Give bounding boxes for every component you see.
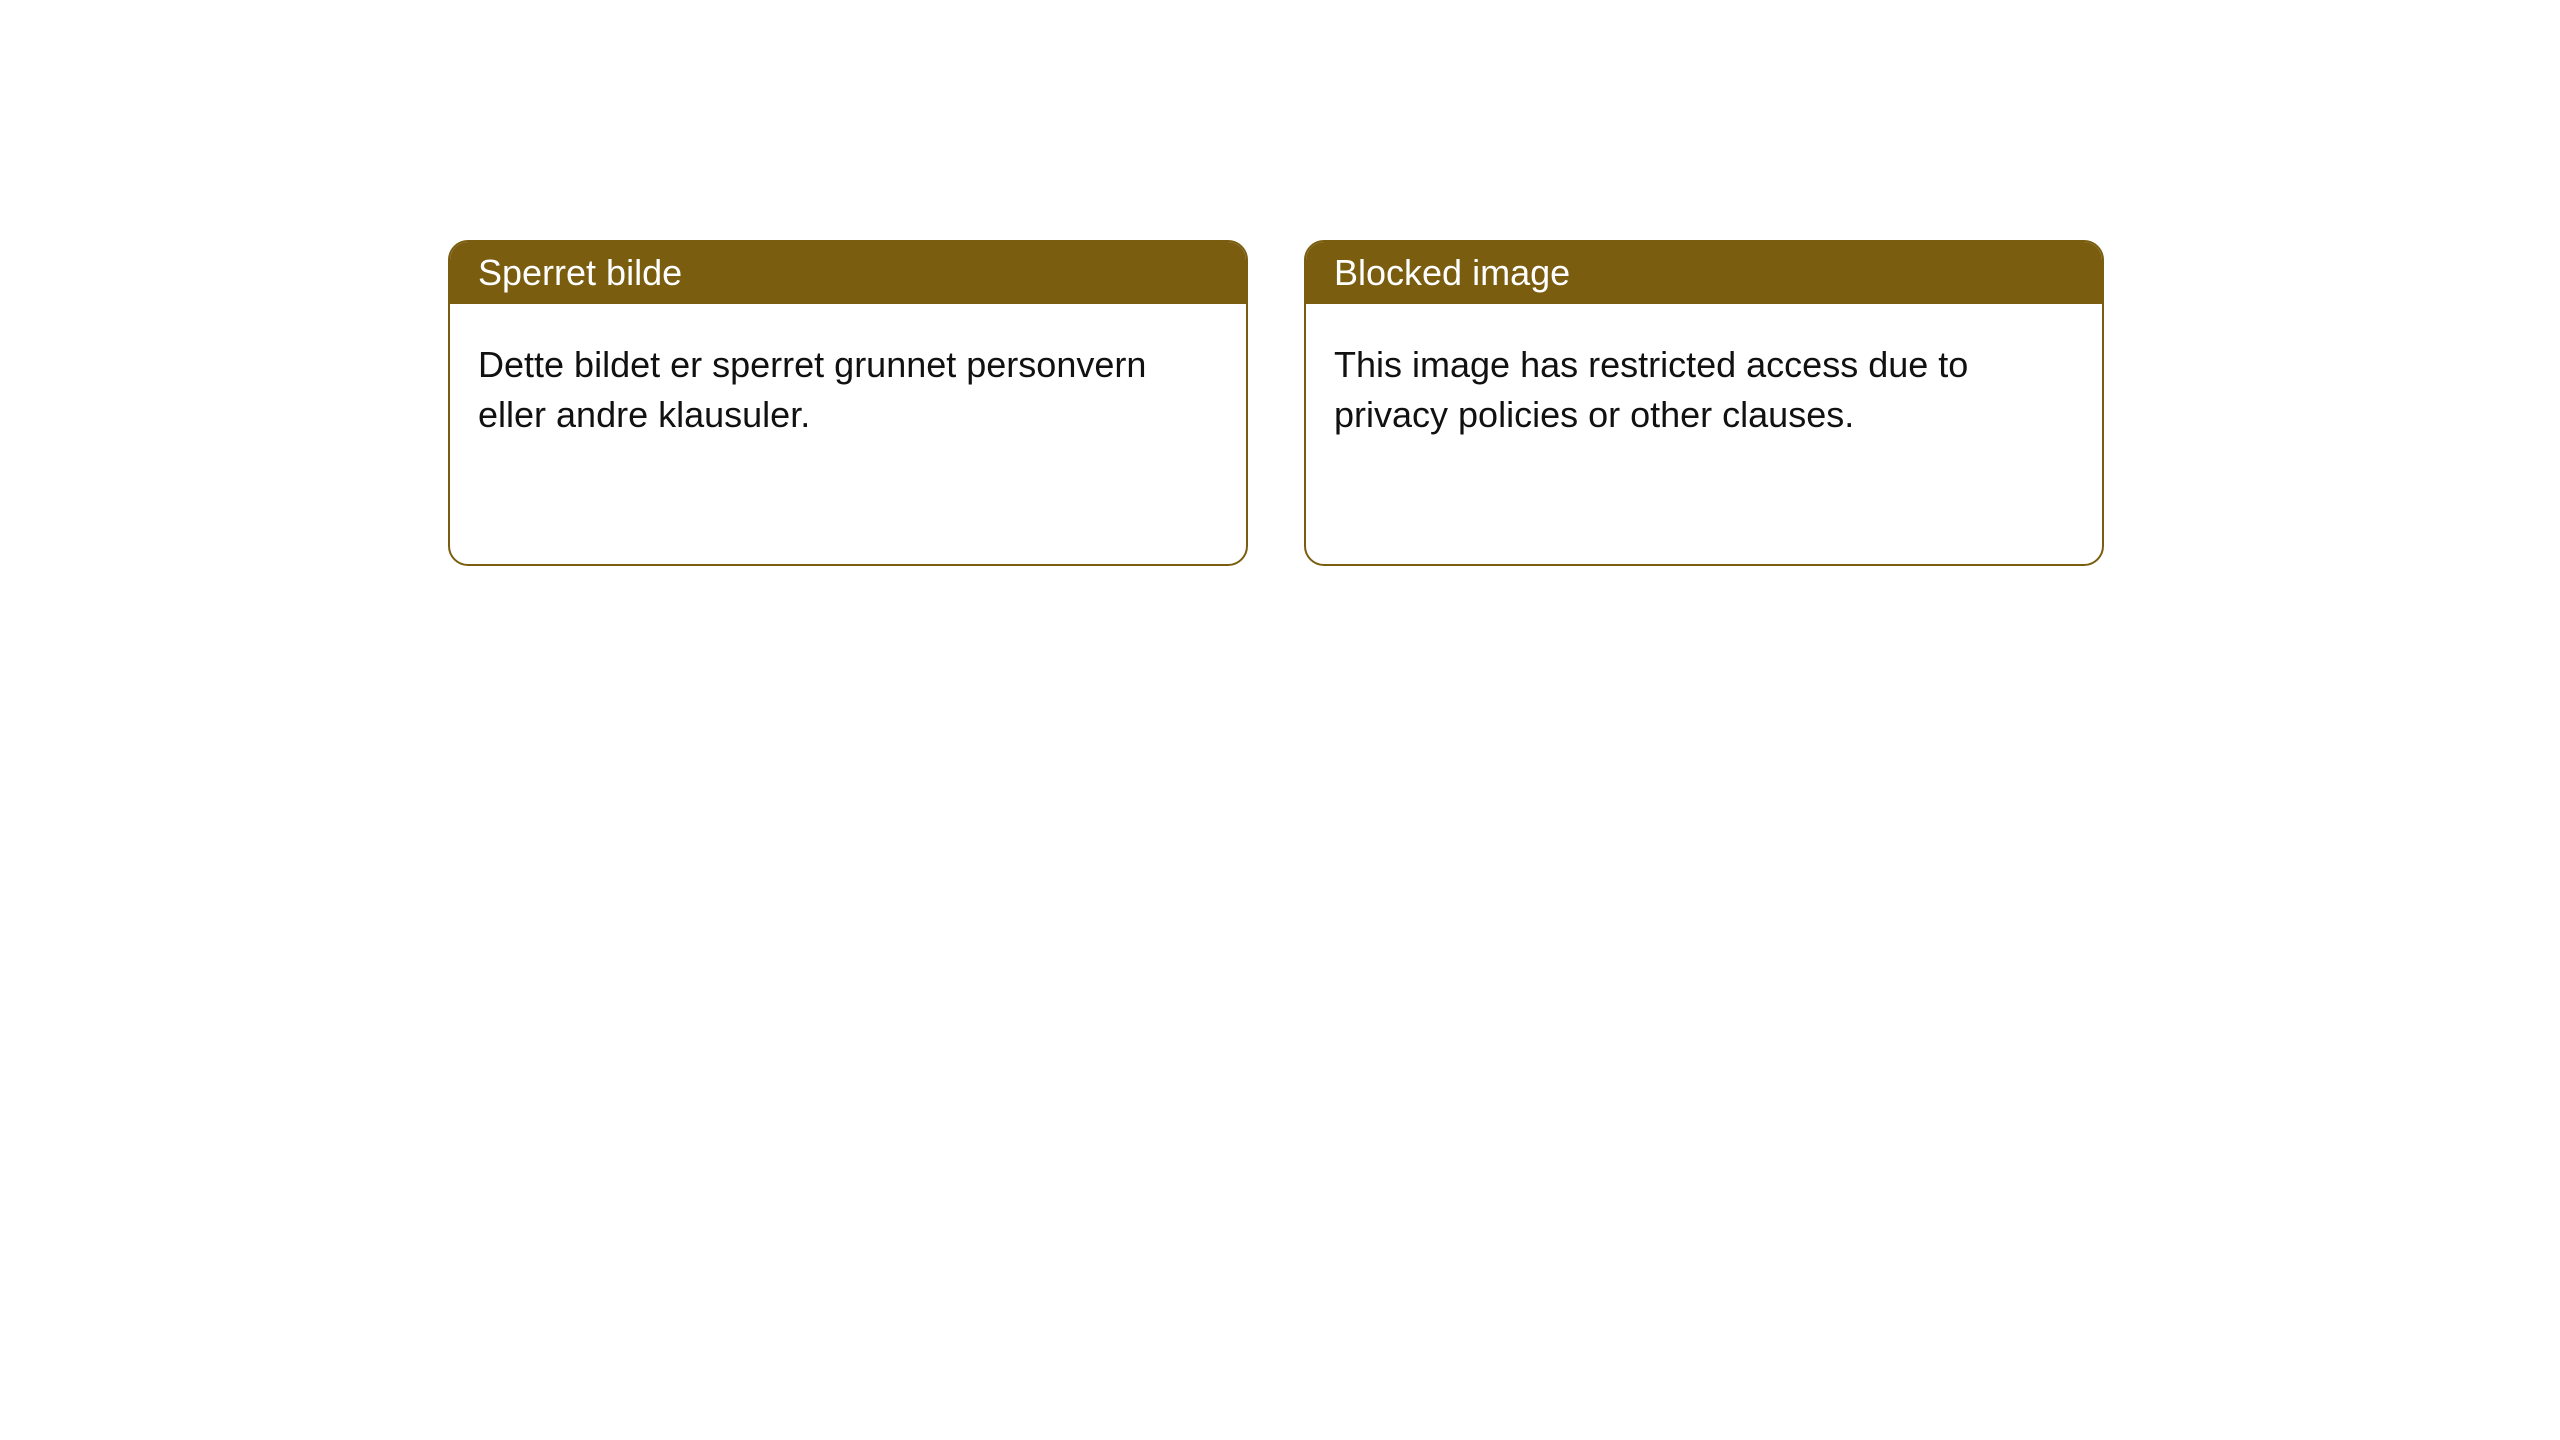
notice-title: Sperret bilde bbox=[478, 252, 682, 293]
notice-header: Sperret bilde bbox=[450, 242, 1246, 304]
notice-title: Blocked image bbox=[1334, 252, 1570, 293]
notice-body-text: This image has restricted access due to … bbox=[1334, 344, 1968, 435]
notice-card-norwegian: Sperret bilde Dette bildet er sperret gr… bbox=[448, 240, 1248, 566]
notice-body: This image has restricted access due to … bbox=[1306, 304, 2102, 564]
notice-card-english: Blocked image This image has restricted … bbox=[1304, 240, 2104, 566]
notice-body: Dette bildet er sperret grunnet personve… bbox=[450, 304, 1246, 564]
notice-container: Sperret bilde Dette bildet er sperret gr… bbox=[448, 240, 2104, 566]
notice-header: Blocked image bbox=[1306, 242, 2102, 304]
notice-body-text: Dette bildet er sperret grunnet personve… bbox=[478, 344, 1146, 435]
